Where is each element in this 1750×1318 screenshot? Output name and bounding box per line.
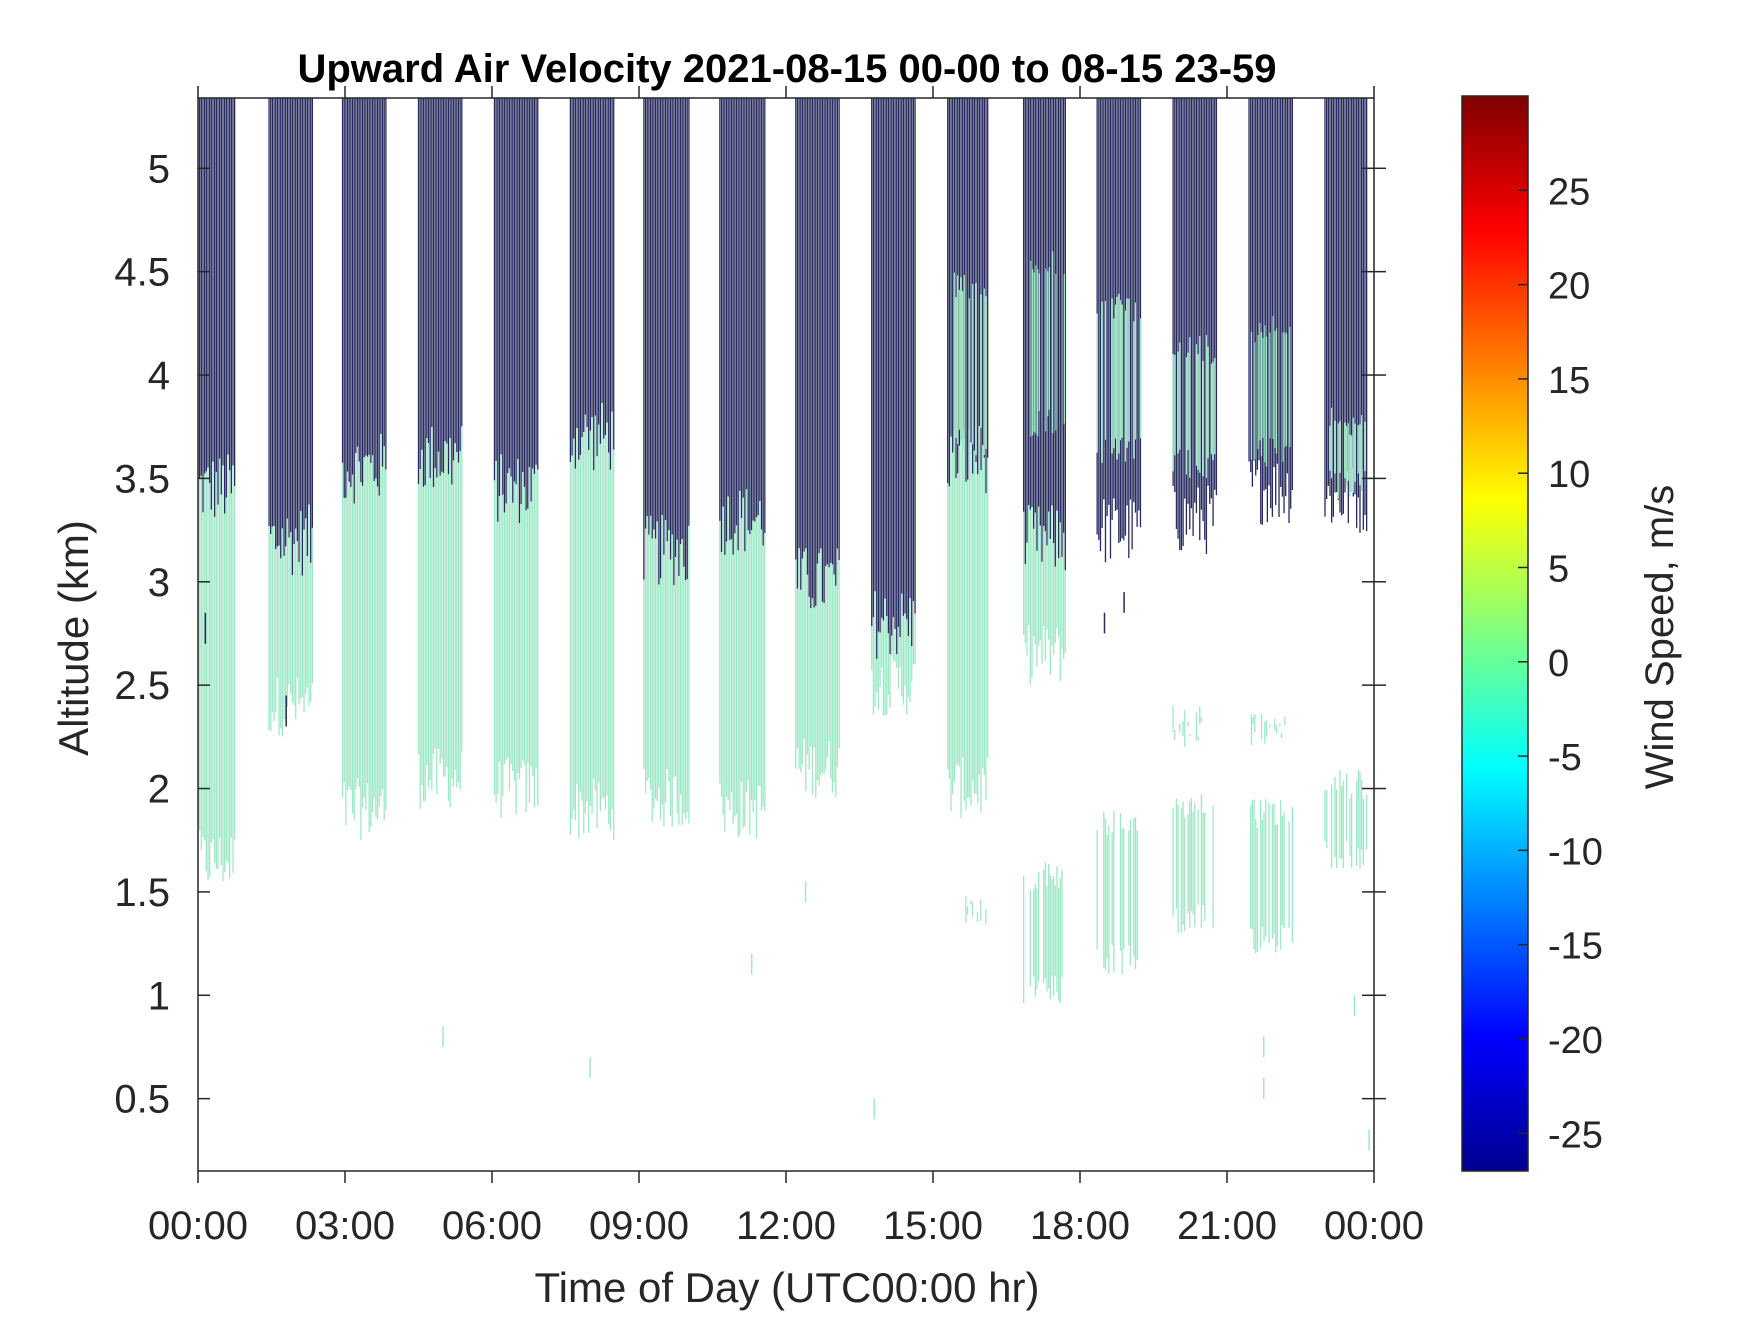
observation-block-11 xyxy=(1023,98,1066,685)
observation-block-10 xyxy=(947,98,989,819)
x-tick-label: 21:00 xyxy=(1177,1204,1277,1248)
colorbar-tick-label: 10 xyxy=(1548,454,1590,496)
observation-block-5 xyxy=(569,98,615,840)
x-tick-label: 00:00 xyxy=(148,1204,248,1248)
observation-block-7 xyxy=(719,98,766,839)
y-tick-label: 2.5 xyxy=(114,664,170,708)
y-tick-label: 3 xyxy=(148,561,170,605)
colorbar-gradient xyxy=(1461,95,1529,1172)
colorbar-tick-label: -15 xyxy=(1548,926,1603,968)
observation-block-14 xyxy=(1248,98,1294,525)
y-tick-label: 4.5 xyxy=(114,251,170,295)
colorbar-tick-label: -5 xyxy=(1548,737,1582,779)
y-tick-label: 3.5 xyxy=(114,457,170,501)
velocity-patch-13 xyxy=(965,896,987,925)
colorbar-tick-label: -25 xyxy=(1548,1114,1603,1156)
colorbar-tick-label: 5 xyxy=(1548,548,1569,590)
y-tick-label: 1 xyxy=(148,974,170,1018)
colorbar-tick-label: 20 xyxy=(1548,266,1590,308)
x-axis-label: Time of Day (UTC00:00 hr) xyxy=(535,1264,1040,1311)
x-tick-label: 00:00 xyxy=(1324,1204,1424,1248)
velocity-patch-8 xyxy=(1172,794,1214,934)
x-tick-label: 03:00 xyxy=(295,1204,395,1248)
observation-block-1 xyxy=(268,98,314,737)
colorbar-tick-label: 25 xyxy=(1548,171,1590,213)
velocity-patch-10 xyxy=(1324,769,1368,870)
velocity-patch-1 xyxy=(1096,293,1142,463)
x-tick-label: 15:00 xyxy=(883,1204,983,1248)
observation-block-8 xyxy=(795,98,840,799)
colorbar-tick-label: 15 xyxy=(1548,360,1590,402)
observation-block-9 xyxy=(871,98,916,716)
y-tick-label: 1.5 xyxy=(114,871,170,915)
observation-block-6 xyxy=(643,98,690,827)
y-tick-label: 2 xyxy=(148,768,170,812)
velocity-patch-3 xyxy=(1250,316,1291,467)
x-tick-label: 09:00 xyxy=(589,1204,689,1248)
y-tick-label: 5 xyxy=(148,147,170,191)
x-tick-label: 18:00 xyxy=(1030,1204,1130,1248)
colorbar-tick-label: 0 xyxy=(1548,643,1569,685)
velocity-patch-7 xyxy=(1096,810,1138,974)
observation-block-3 xyxy=(417,98,463,809)
y-tick-label: 0.5 xyxy=(114,1078,170,1122)
plot-area xyxy=(198,98,1370,1151)
x-tick-label: 06:00 xyxy=(442,1204,542,1248)
velocity-patch-5 xyxy=(953,272,987,456)
axes: 00:00 03:00 06:00 09:00 12:00 15:00 18:00 21:00… xyxy=(114,86,1424,1248)
velocity-patch-12 xyxy=(1250,713,1286,746)
velocity-patch-0 xyxy=(1030,251,1065,437)
velocity-patch-2 xyxy=(1172,335,1216,478)
observation-block-0 xyxy=(198,98,236,882)
velocity-patch-11 xyxy=(1172,705,1203,747)
y-axis-label: Altitude (km) xyxy=(50,520,97,756)
observation-block-4 xyxy=(493,98,539,818)
colorbar-tick-label: -10 xyxy=(1548,831,1603,873)
x-tick-label: 12:00 xyxy=(736,1204,836,1248)
observation-block-13 xyxy=(1172,98,1218,555)
y-tick-label: 4 xyxy=(148,354,170,398)
observation-block-2 xyxy=(341,98,387,840)
velocity-patch-6 xyxy=(1023,862,1063,1004)
chart-title: Upward Air Velocity 2021-08-15 00-00 to … xyxy=(297,47,1276,91)
velocity-patch-9 xyxy=(1250,799,1294,954)
colorbar-tick-label: -20 xyxy=(1548,1020,1603,1062)
colorbar: 25 20 15 10 5 0 -5 -10 -15 -20 -25 xyxy=(1461,95,1603,1172)
velocity-patch-4 xyxy=(1329,407,1366,499)
colorbar-label: Wind Speed, m/s xyxy=(1638,485,1682,790)
